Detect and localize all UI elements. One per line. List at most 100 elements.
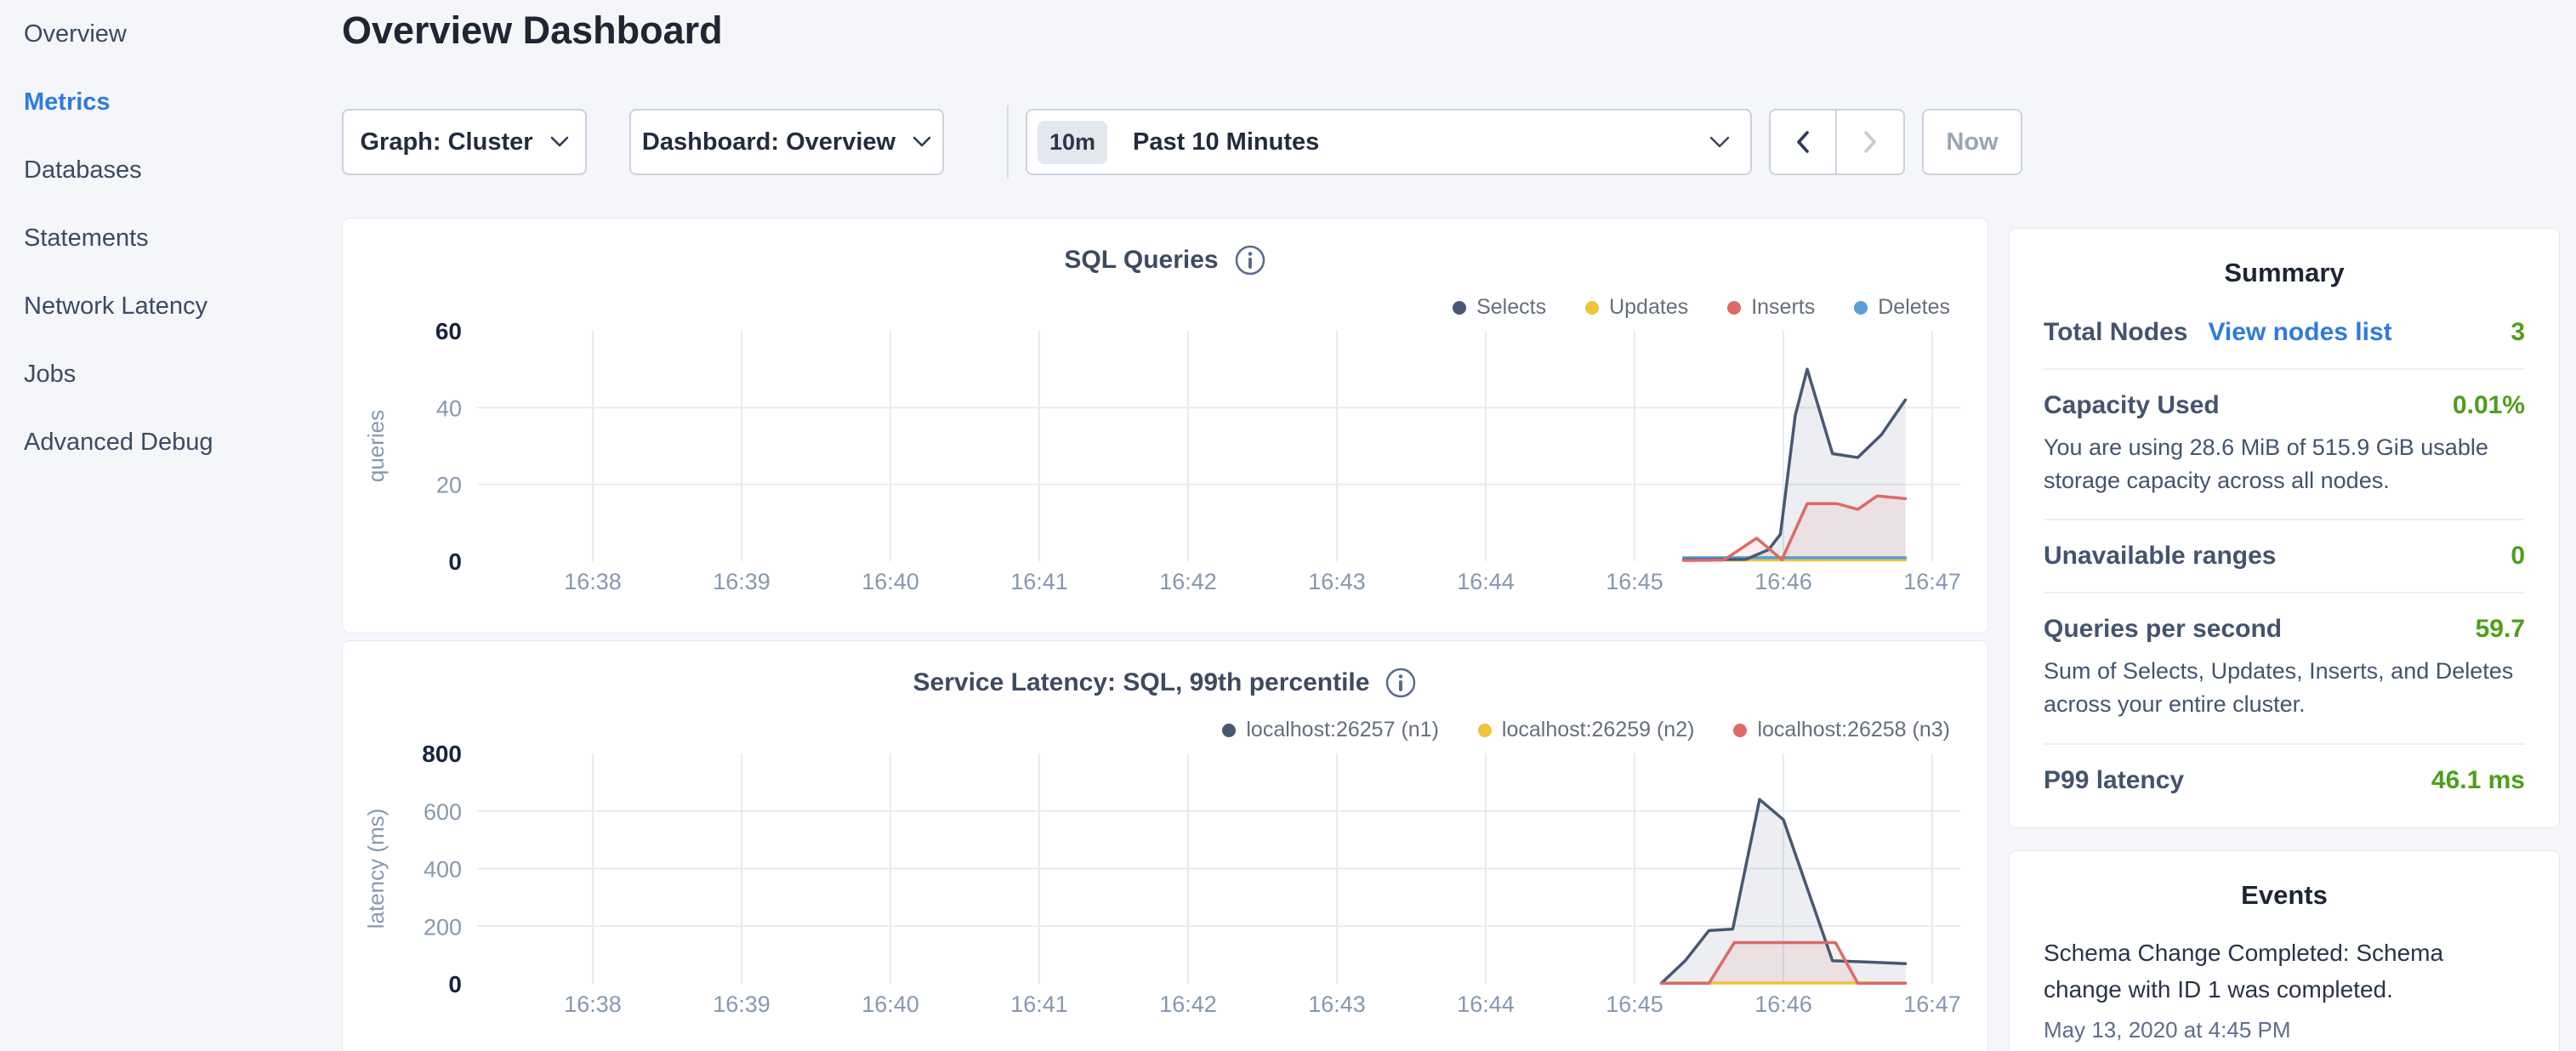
svg-text:16:40: 16:40 bbox=[862, 569, 919, 594]
svg-text:60: 60 bbox=[435, 321, 462, 344]
svg-text:400: 400 bbox=[424, 857, 462, 883]
legend-dot bbox=[1222, 723, 1237, 737]
time-step-back-button[interactable] bbox=[1771, 111, 1837, 173]
legend-item-n1[interactable]: localhost:26257 (n1) bbox=[1222, 718, 1439, 742]
event-message: Schema Change Completed: Schema change w… bbox=[2044, 940, 2444, 1003]
events-panel: Events Schema Change Completed: Schema c… bbox=[2009, 850, 2560, 1051]
info-icon[interactable] bbox=[1385, 667, 1417, 699]
legend-item-inserts[interactable]: Inserts bbox=[1727, 295, 1815, 320]
legend-label: Selects bbox=[1476, 295, 1547, 319]
svg-text:16:46: 16:46 bbox=[1754, 991, 1812, 1017]
summary-row-label: Queries per second bbox=[2044, 615, 2283, 644]
dashboard-controls: Graph: Cluster Dashboard: Overview 10m P… bbox=[342, 105, 2022, 179]
legend-dot bbox=[1453, 300, 1467, 315]
svg-text:200: 200 bbox=[424, 914, 462, 940]
sql-queries-chart-card: SQL Queries Selects Updates Inserts Dele… bbox=[342, 218, 1988, 633]
sidebar-item-databases[interactable]: Databases bbox=[24, 156, 142, 184]
time-range-label: Past 10 Minutes bbox=[1133, 128, 1320, 156]
legend-dot bbox=[1854, 300, 1868, 315]
legend-label: Deletes bbox=[1878, 295, 1950, 319]
legend-item-selects[interactable]: Selects bbox=[1453, 295, 1546, 320]
summary-row-label: Total Nodes bbox=[2044, 318, 2188, 346]
svg-text:16:43: 16:43 bbox=[1308, 569, 1366, 594]
summary-row-label: Capacity Used bbox=[2044, 391, 2220, 419]
event-list-item[interactable]: Schema Change Completed: Schema change w… bbox=[2044, 935, 2525, 1043]
svg-text:600: 600 bbox=[424, 799, 462, 825]
time-range-badge: 10m bbox=[1038, 120, 1108, 164]
dashboard-dropdown-label: Dashboard: Overview bbox=[641, 128, 896, 156]
chart-title: SQL Queries bbox=[1064, 246, 1219, 274]
svg-text:20: 20 bbox=[436, 473, 462, 498]
sql-queries-chart[interactable]: 16:38 16:39 16:40 16:41 16:42 16:43 16:44 16:45… bbox=[343, 321, 1989, 601]
svg-text:16:42: 16:42 bbox=[1159, 569, 1217, 594]
legend-dot bbox=[1727, 300, 1742, 315]
svg-text:16:42: 16:42 bbox=[1159, 991, 1217, 1017]
chevron-right-icon bbox=[1864, 131, 1876, 153]
summary-title: Summary bbox=[2224, 258, 2345, 287]
sidebar-item-overview[interactable]: Overview bbox=[24, 20, 127, 48]
sidebar-item-advanced-debug[interactable]: Advanced Debug bbox=[24, 428, 213, 456]
chevron-down-icon bbox=[913, 136, 931, 148]
graph-dropdown-label: Graph: Cluster bbox=[360, 128, 533, 156]
svg-text:16:39: 16:39 bbox=[713, 569, 771, 594]
time-range-selector[interactable]: 10m Past 10 Minutes bbox=[1026, 109, 1752, 175]
legend-label: Inserts bbox=[1751, 295, 1816, 319]
svg-text:queries: queries bbox=[363, 410, 389, 482]
summary-row-p99-latency: P99 latency 46.1 ms bbox=[2044, 745, 2525, 816]
summary-row-label: Unavailable ranges bbox=[2044, 542, 2277, 571]
svg-text:16:44: 16:44 bbox=[1457, 569, 1515, 594]
summary-row-label: P99 latency bbox=[2044, 765, 2185, 794]
legend-item-updates[interactable]: Updates bbox=[1585, 295, 1688, 320]
svg-text:16:44: 16:44 bbox=[1457, 991, 1515, 1017]
info-icon[interactable] bbox=[1234, 244, 1266, 276]
controls-divider bbox=[1007, 105, 1009, 179]
sidebar-item-statements[interactable]: Statements bbox=[24, 224, 149, 252]
now-button[interactable]: Now bbox=[1922, 109, 2022, 175]
svg-text:16:43: 16:43 bbox=[1308, 991, 1366, 1017]
svg-text:16:38: 16:38 bbox=[564, 991, 622, 1017]
summary-row-unavailable-ranges: Unavailable ranges 0 bbox=[2044, 520, 2525, 594]
summary-row-value: 3 bbox=[2511, 318, 2525, 346]
svg-text:40: 40 bbox=[436, 395, 462, 421]
svg-text:latency (ms): latency (ms) bbox=[363, 809, 389, 929]
svg-text:16:47: 16:47 bbox=[1903, 991, 1961, 1017]
legend-label: Updates bbox=[1609, 295, 1689, 319]
graph-dropdown[interactable]: Graph: Cluster bbox=[342, 109, 587, 175]
time-step-buttons bbox=[1769, 109, 1905, 175]
dashboard-dropdown[interactable]: Dashboard: Overview bbox=[629, 109, 944, 175]
svg-text:0: 0 bbox=[448, 971, 462, 997]
summary-row-queries-per-second: Queries per second 59.7 Sum of Selects, … bbox=[2044, 594, 2525, 745]
summary-row-value: 0.01% bbox=[2452, 391, 2525, 419]
sidebar-item-metrics[interactable]: Metrics bbox=[24, 88, 111, 116]
legend-label: localhost:26258 (n3) bbox=[1757, 718, 1950, 741]
chevron-down-icon bbox=[550, 136, 569, 148]
svg-text:800: 800 bbox=[422, 743, 462, 767]
time-step-forward-button[interactable] bbox=[1837, 111, 1903, 173]
svg-text:16:45: 16:45 bbox=[1606, 569, 1663, 594]
service-latency-chart-card: Service Latency: SQL, 99th percentile lo… bbox=[342, 640, 1988, 1051]
svg-text:16:40: 16:40 bbox=[862, 991, 919, 1017]
sidebar-item-jobs[interactable]: Jobs bbox=[24, 360, 77, 388]
legend-item-deletes[interactable]: Deletes bbox=[1854, 295, 1950, 320]
chevron-down-icon bbox=[1709, 136, 1730, 149]
page-title: Overview Dashboard bbox=[342, 9, 723, 52]
legend-label: localhost:26257 (n1) bbox=[1246, 718, 1439, 741]
sidebar-item-network-latency[interactable]: Network Latency bbox=[24, 292, 208, 320]
view-nodes-list-link[interactable]: View nodes list bbox=[2208, 318, 2392, 346]
svg-text:16:47: 16:47 bbox=[1903, 569, 1961, 594]
summary-row-value: 46.1 ms bbox=[2431, 765, 2525, 794]
legend-item-n3[interactable]: localhost:26258 (n3) bbox=[1733, 718, 1950, 742]
service-latency-chart[interactable]: 16:38 16:39 16:40 16:41 16:42 16:43 16:44 16:45… bbox=[343, 743, 1989, 1024]
summary-row-subtext: Sum of Selects, Updates, Inserts, and De… bbox=[2044, 658, 2514, 718]
summary-row-value: 0 bbox=[2511, 542, 2525, 571]
svg-text:16:41: 16:41 bbox=[1010, 569, 1068, 594]
svg-text:16:45: 16:45 bbox=[1606, 991, 1663, 1017]
events-title: Events bbox=[2241, 880, 2328, 910]
chevron-left-icon bbox=[1797, 131, 1809, 153]
legend-item-n2[interactable]: localhost:26259 (n2) bbox=[1477, 718, 1694, 742]
summary-row-subtext: You are using 28.6 MiB of 515.9 GiB usab… bbox=[2044, 435, 2488, 494]
svg-text:16:39: 16:39 bbox=[713, 991, 771, 1017]
legend-dot bbox=[1733, 723, 1748, 737]
summary-row-value: 59.7 bbox=[2475, 615, 2525, 644]
sidebar: Overview Metrics Databases Statements Ne… bbox=[0, 0, 342, 476]
